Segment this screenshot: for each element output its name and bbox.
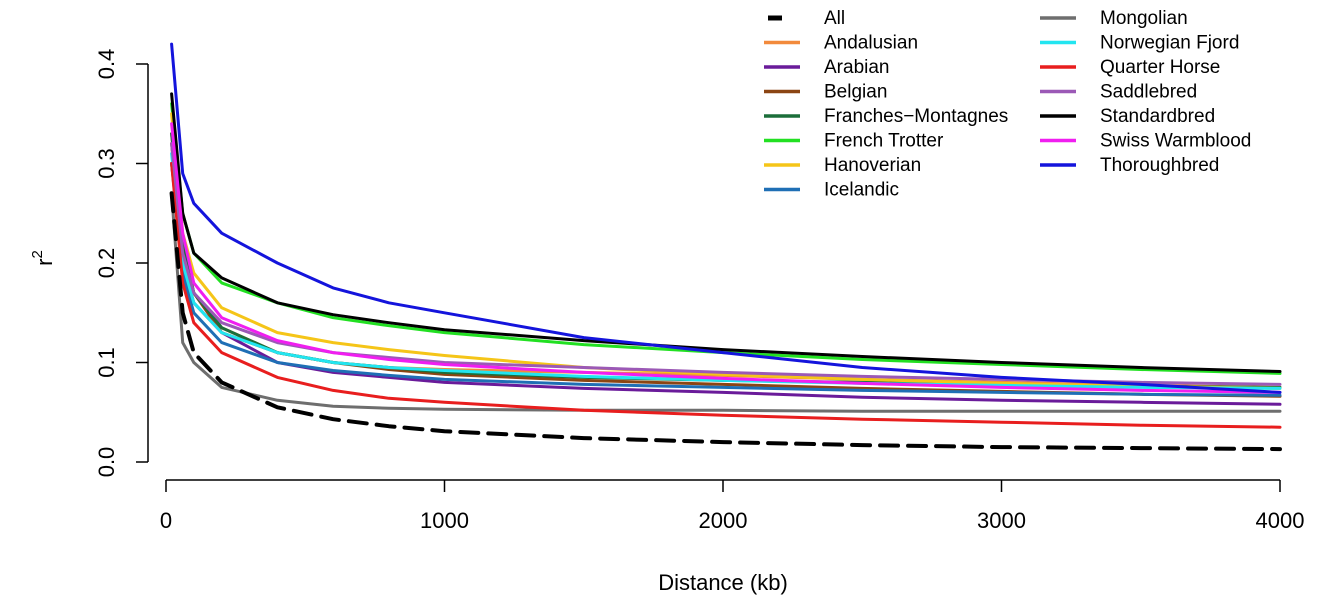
y-tick-label: 0.3: [94, 148, 119, 179]
x-tick-label: 2000: [699, 508, 748, 533]
legend-label-thoroughbred: Thoroughbred: [1100, 155, 1219, 176]
y-axis-label: r2: [29, 250, 57, 266]
legend-label-french-trotter: French Trotter: [824, 131, 944, 152]
legend-label-saddlebred: Saddlebred: [1100, 82, 1197, 103]
legend-label-hanoverian: Hanoverian: [824, 155, 921, 176]
y-tick-label: 0.0: [94, 447, 119, 478]
legend-label-norwegian-fjord: Norwegian Fjord: [1100, 33, 1239, 54]
chart-legend: All Andalusian Arabian Belgian Franches−Mont…: [764, 8, 1251, 201]
legend-label-arabian: Arabian: [824, 57, 890, 78]
legend-label-all: All: [824, 8, 845, 29]
series-line-hanoverian: [170, 112, 1282, 390]
series-line-swiss-warmblood: [170, 122, 1282, 394]
series-line-quarter-horse: [170, 162, 1282, 429]
series-line-saddlebred: [170, 142, 1282, 386]
legend-label-icelandic: Icelandic: [824, 180, 899, 201]
x-tick-label: 4000: [1256, 508, 1305, 533]
x-tick-label: 3000: [977, 508, 1026, 533]
series-line-all: [169, 191, 1282, 452]
series-line-icelandic: [170, 162, 1282, 397]
series-line-thoroughbred: [170, 42, 1282, 394]
series-line-norwegian-fjord: [170, 152, 1282, 390]
series-line-belgian: [170, 142, 1282, 398]
legend-label-andalusian: Andalusian: [824, 33, 918, 54]
legend-label-belgian: Belgian: [824, 82, 887, 103]
x-tick-label: 0: [160, 508, 172, 533]
series-line-standardbred: [170, 92, 1282, 373]
chart-axes: 0 1000 2000 3000 4000 0.0 0.1 0.2 0.3 0.4: [94, 49, 1304, 533]
y-tick-label: 0.1: [94, 347, 119, 378]
chart-series-lines: [169, 42, 1282, 452]
y-axis-label-superscript: 2: [29, 250, 46, 258]
legend-label-mongolian: Mongolian: [1100, 8, 1188, 29]
legend-label-swiss-warmblood: Swiss Warmblood: [1100, 131, 1251, 152]
y-tick-label: 0.2: [94, 248, 119, 279]
legend-label-franches-montagnes: Franches−Montagnes: [824, 106, 1008, 127]
legend-label-quarter-horse: Quarter Horse: [1100, 57, 1220, 78]
legend-label-standardbred: Standardbred: [1100, 106, 1215, 127]
series-line-mongolian: [170, 191, 1282, 413]
x-axis-label: Distance (kb): [658, 570, 788, 595]
y-tick-label: 0.4: [94, 49, 119, 80]
x-tick-label: 1000: [420, 508, 469, 533]
y-axis-label-main: r: [32, 259, 57, 266]
